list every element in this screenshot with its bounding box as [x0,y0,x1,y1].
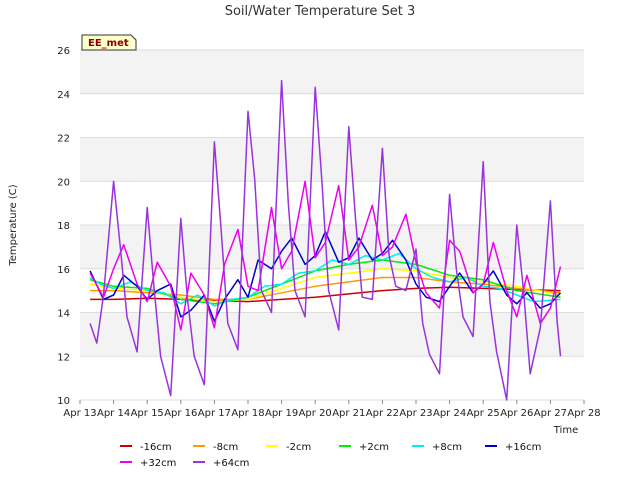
legend-label: +16cm [505,442,541,453]
y-tick-label: 26 [57,46,70,57]
x-axis-ticks: Apr 13 Apr 14 Apr 15 Apr 16 Apr 17 Apr 18 Apr … [63,400,601,419]
y-axis-label: Temperature (C) [8,184,19,266]
x-tick-label: Apr 22 [366,408,399,419]
legend-label: +64cm [213,458,249,469]
x-tick-label: Apr 15 [131,408,164,419]
legend: -16cm -8cm -2cm +2cm +8cm +16cm +32cm +64cm [120,442,541,469]
y-tick-label: 24 [57,90,70,101]
x-tick-label: Apr 27 [534,408,567,419]
legend-label: -8cm [213,442,238,453]
legend-label: -2cm [286,442,311,453]
x-axis-label: Time [553,425,578,436]
y-tick-label: 10 [57,396,70,407]
plot-band [80,137,584,182]
chart-title: Soil/Water Temperature Set 3 [225,4,416,19]
y-tick-label: 16 [57,265,70,276]
y-axis-ticks: 10 12 14 16 18 20 22 24 26 [57,46,70,407]
series-lines [89,79,562,401]
series-line-64cm [89,79,562,401]
y-tick-label: 18 [57,221,70,232]
site-badge: EE_met [81,34,137,51]
y-tick-label: 20 [57,177,70,188]
x-tick-label: Apr 23 [399,408,432,419]
legend-label: +8cm [432,442,462,453]
y-tick-label: 14 [57,309,70,320]
x-tick-label: Apr 17 [198,408,231,419]
x-tick-label: Apr 14 [97,408,130,419]
series-line-8cm [89,252,561,307]
plot-band [80,50,584,94]
site-badge-label: EE_met [88,38,129,49]
x-tick-label: Apr 25 [467,408,500,419]
x-tick-label: Apr 28 [567,408,600,419]
y-tick-label: 22 [57,134,70,145]
x-tick-label: Apr 20 [299,408,332,419]
x-tick-label: Apr 13 [63,408,96,419]
x-tick-label: Apr 24 [433,408,466,419]
legend-label: +32cm [140,458,176,469]
x-tick-label: Apr 21 [332,408,365,419]
legend-label: +2cm [359,442,389,453]
y-tick-label: 12 [57,352,70,363]
plot-bands [80,50,584,357]
x-tick-label: Apr 16 [164,408,197,419]
x-tick-label: Apr 26 [500,408,533,419]
plot-band [80,312,584,357]
x-tick-label: Apr 19 [265,408,298,419]
legend-label: -16cm [140,442,172,453]
x-tick-label: Apr 18 [231,408,264,419]
grid-lines [80,49,584,401]
